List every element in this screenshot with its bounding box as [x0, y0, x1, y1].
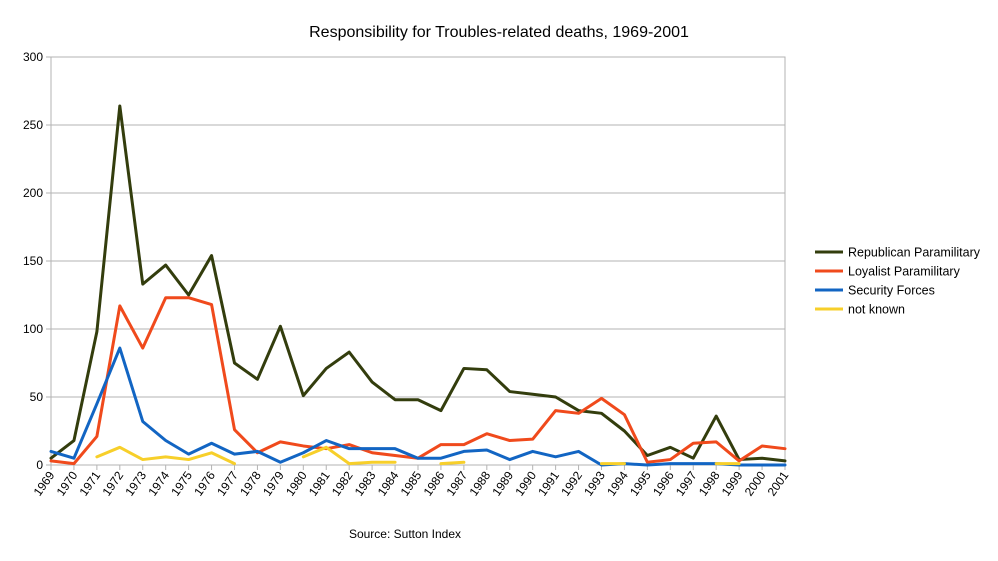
x-tick-label: 1979 [260, 468, 287, 498]
x-tick-label: 1993 [581, 468, 608, 498]
x-tick-label: 1997 [673, 468, 700, 498]
x-tick-label: 1984 [375, 468, 402, 498]
y-tick-label: 300 [23, 50, 43, 64]
chart-source-note: Source: Sutton Index [349, 527, 461, 541]
x-axis-ticks: 1969197019711972197319741975197619771978… [31, 465, 792, 499]
x-tick-label: 1977 [214, 468, 241, 498]
y-tick-label: 50 [30, 390, 44, 404]
x-tick-label: 1986 [421, 468, 448, 498]
y-tick-label: 100 [23, 322, 43, 336]
legend-item: not known [815, 303, 905, 317]
legend-item: Security Forces [815, 284, 935, 298]
legend-label: Security Forces [848, 284, 935, 298]
legend: Republican Paramilitary Loyalist Paramili… [815, 246, 981, 317]
x-tick-label: 1998 [696, 468, 723, 498]
series-line [49, 104, 787, 463]
x-tick-label: 1987 [444, 468, 471, 498]
x-tick-label: 2001 [765, 468, 792, 498]
x-tick-label: 1992 [558, 468, 585, 498]
y-axis-ticks: 0 50 100 150 200 250 300 [23, 50, 51, 472]
series-2 [49, 346, 787, 467]
x-tick-label: 1978 [237, 468, 264, 498]
series-0 [49, 104, 787, 463]
x-tick-label: 1972 [99, 468, 126, 498]
x-tick-label: 1981 [306, 468, 333, 498]
x-tick-label: 1991 [535, 468, 562, 498]
series-lines [49, 104, 787, 467]
x-tick-label: 1985 [398, 468, 425, 498]
series-line [49, 296, 787, 466]
chart-title: Responsibility for Troubles-related deat… [309, 24, 689, 41]
x-tick-label: 1999 [719, 468, 746, 498]
x-tick-label: 1994 [604, 468, 631, 498]
x-tick-label: 1983 [352, 468, 379, 498]
series-line [49, 346, 787, 467]
x-tick-label: 1996 [650, 468, 677, 498]
x-tick-label: 1995 [627, 468, 654, 498]
x-tick-label: 1989 [489, 468, 516, 498]
x-tick-label: 1974 [145, 468, 172, 498]
legend-item: Republican Paramilitary [815, 246, 981, 260]
y-tick-label: 150 [23, 254, 43, 268]
x-tick-label: 1975 [168, 468, 195, 498]
series-1 [49, 296, 787, 466]
gridlines [51, 56, 785, 466]
x-tick-label: 1988 [466, 468, 493, 498]
series-line [439, 460, 466, 466]
x-tick-label: 2000 [742, 468, 769, 498]
x-tick-label: 1982 [329, 468, 356, 498]
x-tick-label: 1970 [54, 468, 81, 498]
x-tick-label: 1971 [77, 468, 104, 498]
y-tick-label: 0 [36, 458, 43, 472]
legend-label: Republican Paramilitary [848, 246, 981, 260]
x-tick-label: 1990 [512, 468, 539, 498]
series-line [95, 445, 236, 466]
legend-label: not known [848, 303, 905, 317]
series-3 [95, 445, 741, 466]
x-tick-label: 1980 [283, 468, 310, 498]
x-tick-label: 1973 [122, 468, 149, 498]
y-tick-label: 200 [23, 186, 43, 200]
x-tick-label: 1976 [191, 468, 218, 498]
legend-item: Loyalist Paramilitary [815, 265, 961, 279]
x-tick-label: 1969 [31, 468, 58, 498]
y-tick-label: 250 [23, 118, 43, 132]
series-line [301, 445, 397, 466]
legend-label: Loyalist Paramilitary [848, 265, 961, 279]
